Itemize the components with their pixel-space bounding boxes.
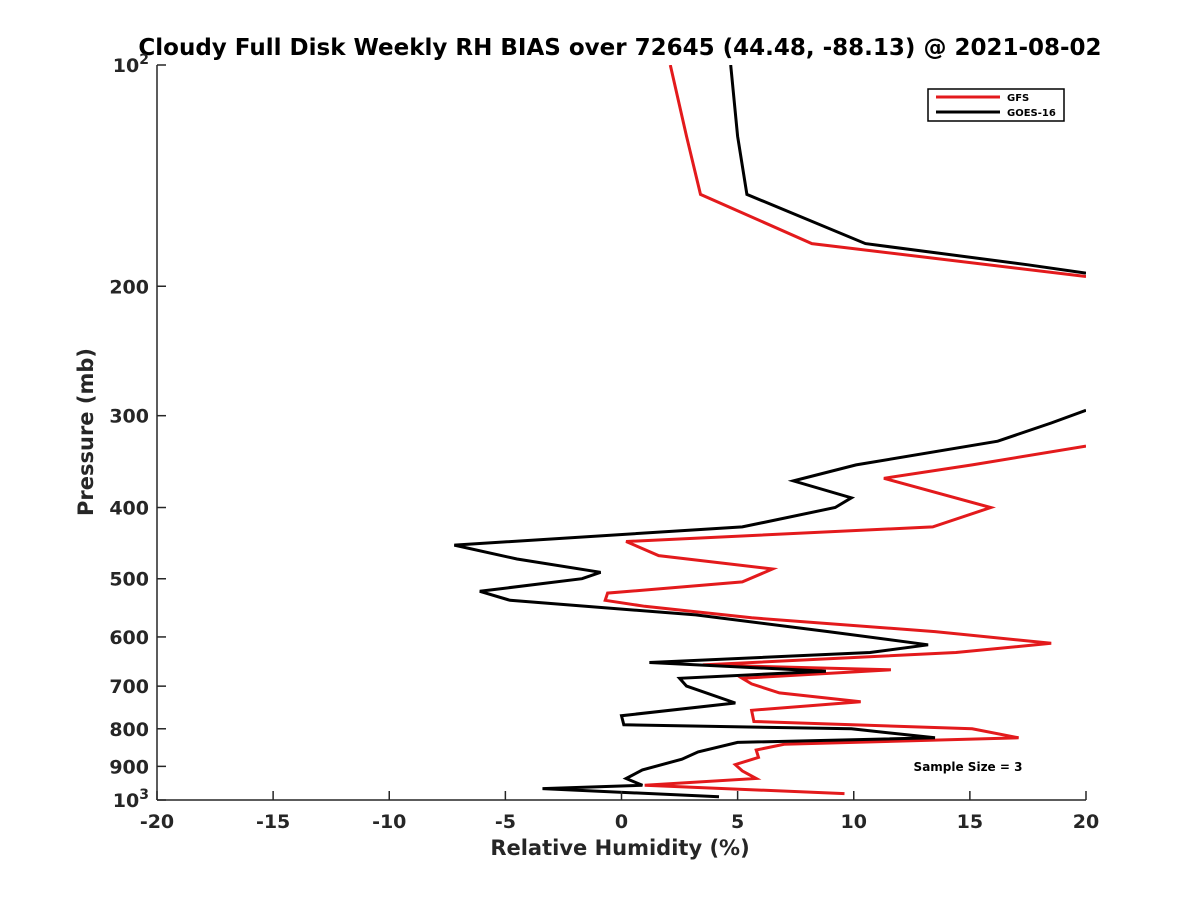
x-axis-label: Relative Humidity (%) xyxy=(490,836,749,860)
x-tick-label: -15 xyxy=(256,811,290,833)
legend-box xyxy=(927,88,1065,122)
y-tick-label: 900 xyxy=(109,756,149,778)
y-tick-label: 200 xyxy=(109,276,149,298)
x-tick-label: 5 xyxy=(731,811,744,833)
x-tick-label: 0 xyxy=(615,811,628,833)
x-tick-label: -20 xyxy=(140,811,174,833)
y-tick-label: 700 xyxy=(109,676,149,698)
x-tick-label: -10 xyxy=(372,811,406,833)
y-tick-label: 103 xyxy=(113,787,149,812)
series-line-gfs xyxy=(603,65,1086,796)
y-tick-label: 800 xyxy=(109,719,149,741)
chart-title: Cloudy Full Disk Weekly RH BIAS over 726… xyxy=(138,35,1101,61)
axis-ticks: -20 -15 -10 -5 0 5 10 15 20 102 200 300 400 500 600 700… xyxy=(109,52,1099,833)
x-tick-label: -5 xyxy=(495,811,516,833)
legend-label-goes16: GOES-16 xyxy=(1007,108,1056,119)
legend-label-gfs: GFS xyxy=(1007,93,1029,104)
y-tick-label: 600 xyxy=(109,627,149,649)
y-tick-label: 102 xyxy=(113,52,149,77)
y-tick-label: 400 xyxy=(109,498,149,520)
x-tick-label: 15 xyxy=(957,811,983,833)
x-tick-label: 10 xyxy=(841,811,867,833)
y-tick-label: 300 xyxy=(109,406,149,428)
y-tick-label: 500 xyxy=(109,569,149,591)
x-tick-label: 20 xyxy=(1073,811,1099,833)
series-group xyxy=(453,65,1086,799)
legend: GFS GOES-16 xyxy=(927,88,1065,122)
plot-area xyxy=(453,65,1086,799)
y-axis-label: Pressure (mb) xyxy=(74,348,98,516)
series-line-goes16 xyxy=(453,65,1086,799)
sample-size-annotation: Sample Size = 3 xyxy=(914,760,1023,774)
